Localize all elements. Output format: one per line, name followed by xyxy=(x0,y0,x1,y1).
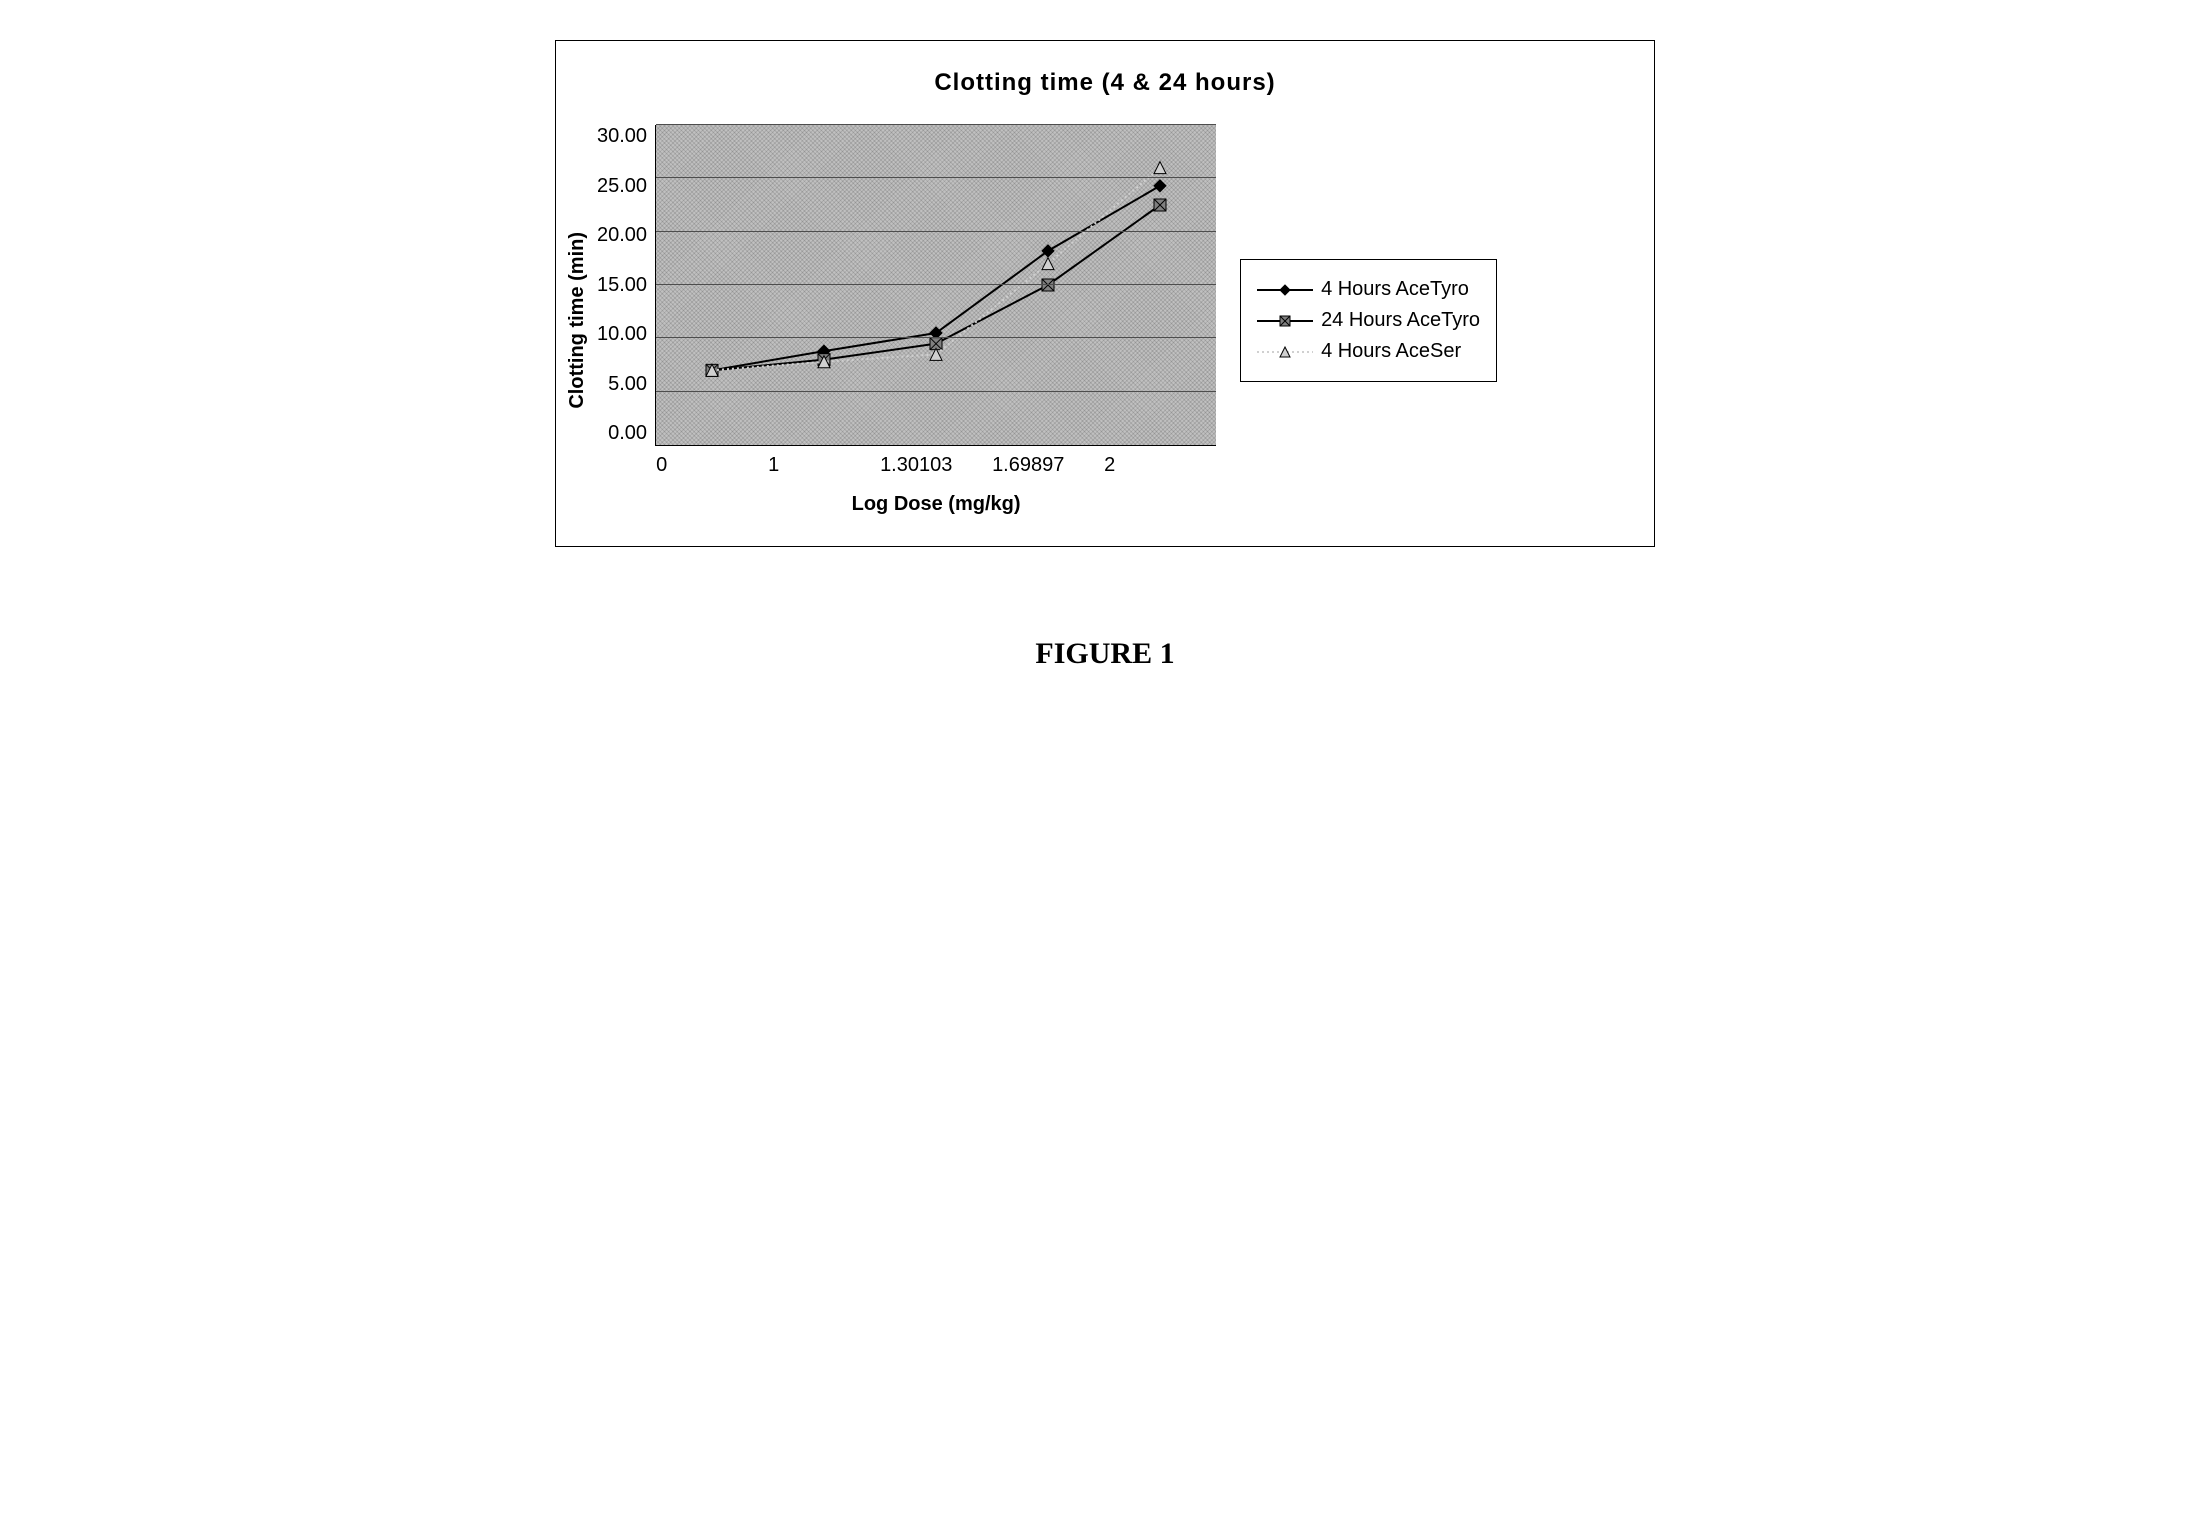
x-tick-labels: 011.301031.698972 xyxy=(656,454,1216,477)
x-tick: 1.69897 xyxy=(992,454,1104,477)
gridline xyxy=(656,391,1216,392)
figure-caption: FIGURE 1 xyxy=(555,637,1655,671)
y-tick: 0.00 xyxy=(608,422,647,445)
legend-label: 24 Hours AceTyro xyxy=(1321,309,1480,332)
y-tick: 5.00 xyxy=(608,373,647,396)
data-marker xyxy=(1154,180,1166,192)
y-tick: 15.00 xyxy=(597,274,647,297)
x-tick: 2 xyxy=(1104,454,1216,477)
gridline xyxy=(656,231,1216,232)
figure-container: Clotting time (4 & 24 hours) Clotting ti… xyxy=(555,40,1655,671)
legend-swatch xyxy=(1257,283,1313,297)
y-tick: 10.00 xyxy=(597,323,647,346)
gridline xyxy=(656,177,1216,178)
gridline xyxy=(656,124,1216,125)
legend: 4 Hours AceTyro 24 Hours AceTyro 4 Hours A… xyxy=(1240,259,1497,382)
plot-area xyxy=(655,125,1216,446)
data-marker xyxy=(1042,258,1054,270)
plot-column: 30.00 25.00 20.00 15.00 10.00 5.00 0.00 011.30… xyxy=(597,125,1216,516)
legend-swatch xyxy=(1257,314,1313,328)
y-tick: 30.00 xyxy=(597,125,647,148)
legend-item: 4 Hours AceSer xyxy=(1257,340,1480,363)
legend-item: 24 Hours AceTyro xyxy=(1257,309,1480,332)
y-tick-labels: 30.00 25.00 20.00 15.00 10.00 5.00 0.00 xyxy=(597,125,655,445)
data-marker xyxy=(1154,162,1166,174)
data-marker xyxy=(1042,279,1054,291)
gridline xyxy=(656,337,1216,338)
x-axis-label: Log Dose (mg/kg) xyxy=(656,493,1216,516)
y-axis-label: Clotting time (min) xyxy=(566,232,589,409)
legend-label: 4 Hours AceTyro xyxy=(1321,278,1469,301)
chart-frame: Clotting time (4 & 24 hours) Clotting ti… xyxy=(555,40,1655,547)
x-tick: 1 xyxy=(768,454,880,477)
x-tick: 0 xyxy=(656,454,768,477)
data-marker xyxy=(1154,199,1166,211)
chart-svg xyxy=(656,125,1216,445)
legend-item: 4 Hours AceTyro xyxy=(1257,278,1480,301)
x-tick: 1.30103 xyxy=(880,454,992,477)
gridline xyxy=(656,284,1216,285)
chart-body: Clotting time (min) 30.0025.0020.0015.00… xyxy=(566,125,1644,536)
chart-title: Clotting time (4 & 24 hours) xyxy=(566,69,1644,97)
legend-swatch xyxy=(1257,345,1313,359)
y-tick: 20.00 xyxy=(597,224,647,247)
legend-label: 4 Hours AceSer xyxy=(1321,340,1461,363)
y-tick: 25.00 xyxy=(597,175,647,198)
